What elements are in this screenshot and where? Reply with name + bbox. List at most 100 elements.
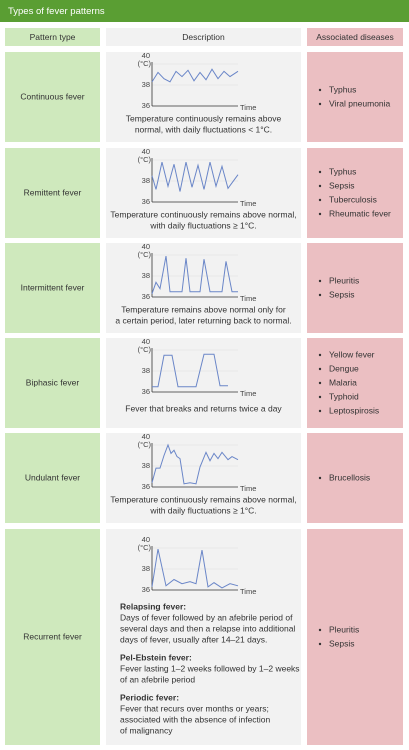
axis-label: 36: [142, 482, 150, 491]
description-cell: [106, 148, 301, 238]
pattern-name: Biphasic fever: [26, 377, 80, 387]
axis-label: 40: [142, 535, 150, 544]
fever-curve: [151, 68, 239, 83]
bullet: [318, 395, 322, 399]
description-text: a certain period, later returning back t…: [115, 315, 291, 325]
pattern-cell: [5, 433, 100, 523]
disease: Sepsis: [329, 289, 355, 299]
axis-label: (°C): [138, 345, 152, 354]
title: Types of fever patterns: [8, 6, 105, 17]
disease: Typhus: [329, 84, 356, 94]
header-cell: [106, 28, 301, 46]
axis-label: 38: [142, 80, 150, 89]
disease: Yellow fever: [329, 349, 375, 359]
bullet: [318, 642, 322, 646]
description-text: with daily fluctuations ≥ 1°C.: [149, 505, 256, 515]
pattern-cell: [5, 338, 100, 428]
description-text: Temperature continuously remains above: [126, 113, 282, 123]
disease: Typhoid: [329, 391, 359, 401]
description-text: Temperature remains above normal only fo…: [121, 304, 286, 314]
fever-curve: [151, 161, 239, 192]
header-label: Associated diseases: [316, 32, 394, 42]
axis-label: 38: [142, 564, 150, 573]
axis-label: Time: [240, 199, 256, 208]
fever-curve: [152, 353, 228, 388]
pattern-name: Recurrent fever: [23, 631, 82, 641]
subtype-text: several days and then a relapse into add…: [120, 623, 295, 633]
subtype-name: Relapsing fever:: [120, 601, 186, 611]
bullet: [318, 170, 322, 174]
disease: Sepsis: [329, 180, 355, 190]
subtype-name: Pel-Ebstein fever:: [120, 652, 192, 662]
bullet: [318, 367, 322, 371]
diseases-cell: [307, 529, 403, 745]
axis-label: (°C): [138, 59, 152, 68]
diseases-cell: [307, 433, 403, 523]
axis-label: 36: [142, 197, 150, 206]
subtype-text: of malignancy: [120, 725, 173, 735]
axis-label: Time: [240, 294, 256, 303]
bullet: [318, 184, 322, 188]
disease: Pleuritis: [329, 275, 359, 285]
disease: Leptospirosis: [329, 405, 379, 415]
axis-label: 36: [142, 101, 150, 110]
bullet: [318, 279, 322, 283]
description-cell: [106, 52, 301, 142]
header-cell: [5, 28, 100, 46]
disease: Sepsis: [329, 638, 355, 648]
axis-label: (°C): [138, 543, 152, 552]
axis-label: 38: [142, 176, 150, 185]
description-text: with daily fluctuations ≥ 1°C.: [149, 220, 256, 230]
description-cell: [106, 338, 301, 428]
disease: Pleuritis: [329, 624, 359, 634]
axis-label: 36: [142, 585, 150, 594]
bullet: [318, 628, 322, 632]
description-cell: [106, 529, 301, 745]
axis-label: (°C): [138, 155, 152, 164]
bullet: [318, 293, 322, 297]
axis-label: 36: [142, 292, 150, 301]
axis-label: Time: [240, 484, 256, 493]
subtype-text: Fever lasting 1–2 weeks followed by 1–2 …: [120, 663, 300, 673]
axis-label: 40: [142, 242, 150, 251]
bullet: [318, 476, 322, 480]
description-text: normal, with daily fluctuations < 1°C.: [135, 124, 272, 134]
description-text: Temperature continuously remains above n…: [110, 209, 296, 219]
axis-label: 38: [142, 366, 150, 375]
disease: Brucellosis: [329, 472, 370, 482]
header-label: Description: [182, 32, 225, 42]
axis-label: 40: [142, 337, 150, 346]
axis-label: Time: [240, 389, 256, 398]
axis-label: 40: [142, 147, 150, 156]
disease: Typhus: [329, 166, 356, 176]
pattern-name: Undulant fever: [25, 472, 80, 482]
bullet: [318, 212, 322, 216]
bullet: [318, 198, 322, 202]
title-bar: [0, 0, 409, 22]
pattern-cell: [5, 529, 100, 745]
pattern-name: Intermittent fever: [21, 282, 85, 292]
disease: Rheumatic fever: [329, 208, 391, 218]
subtype-text: associated with the absence of infection: [120, 714, 271, 724]
axis-label: 40: [142, 51, 150, 60]
disease: Malaria: [329, 377, 357, 387]
subtype-text: of an afebrile period: [120, 674, 195, 684]
pattern-cell: [5, 148, 100, 238]
axis-label: (°C): [138, 250, 152, 259]
diseases-cell: [307, 148, 403, 238]
diseases-cell: [307, 338, 403, 428]
subtype-name: Periodic fever:: [120, 692, 179, 702]
fever-curve: [151, 443, 239, 485]
diseases-cell: [307, 243, 403, 333]
axis-label: 40: [142, 432, 150, 441]
bullet: [318, 353, 322, 357]
diseases-cell: [307, 52, 403, 142]
fever-curve: [151, 255, 238, 295]
axis-label: 38: [142, 461, 150, 470]
subtype-text: Fever that recurs over months or years;: [120, 703, 269, 713]
subtype-text: days of fever, usually after 14–21 days.: [120, 634, 267, 644]
bullet: [318, 102, 322, 106]
bullet: [318, 409, 322, 413]
pattern-name: Continuous fever: [20, 91, 84, 101]
description-text: Temperature continuously remains above n…: [110, 494, 296, 504]
